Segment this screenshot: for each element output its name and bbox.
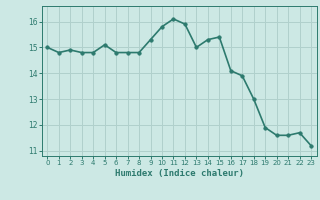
X-axis label: Humidex (Indice chaleur): Humidex (Indice chaleur) bbox=[115, 169, 244, 178]
